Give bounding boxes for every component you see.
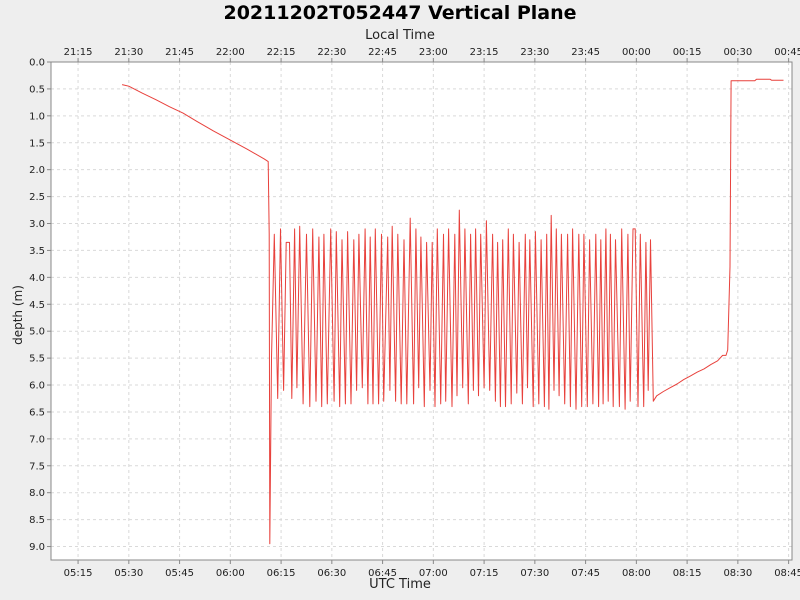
x-tick-label-utc: 06:30 bbox=[317, 568, 346, 579]
y-tick-label: 1.0 bbox=[29, 111, 45, 122]
y-tick-label: 7.5 bbox=[29, 461, 45, 472]
x-tick-label-local: 00:30 bbox=[723, 47, 752, 58]
x-tick-label-utc: 06:45 bbox=[368, 568, 397, 579]
x-tick-label-utc: 05:45 bbox=[165, 568, 194, 579]
y-tick-label: 6.5 bbox=[29, 407, 45, 418]
x-tick-label-local: 23:15 bbox=[470, 47, 499, 58]
y-tick-label: 0.0 bbox=[29, 58, 45, 69]
x-tick-label-utc: 08:45 bbox=[774, 568, 800, 579]
x-tick-label-utc: 08:30 bbox=[723, 568, 752, 579]
series-group bbox=[121, 78, 784, 545]
x-tick-label-utc: 07:15 bbox=[470, 568, 499, 579]
y-tick-label: 5.5 bbox=[29, 354, 45, 365]
x-tick-label-local: 00:45 bbox=[774, 47, 800, 58]
tick-group: 0.0 0.5 1.0 1.5 2.0 2.5 3.0 3.5 4.0 4.5 5.0 5.5 6.0 6… bbox=[29, 47, 800, 579]
plot-border bbox=[50, 61, 793, 561]
x-tick-label-local: 22:30 bbox=[317, 47, 346, 58]
depth-series-line bbox=[121, 78, 784, 545]
y-tick-label: 3.5 bbox=[29, 246, 45, 257]
x-tick-label-local: 23:30 bbox=[520, 47, 549, 58]
x-tick-label-local: 00:00 bbox=[622, 47, 651, 58]
y-tick-label: 5.0 bbox=[29, 327, 45, 338]
top-axis-label: Local Time bbox=[365, 28, 435, 43]
x-tick-label-utc: 05:30 bbox=[114, 568, 143, 579]
chart-title: 20211202T052447 Vertical Plane bbox=[223, 2, 577, 24]
y-tick-label: 6.0 bbox=[29, 381, 45, 392]
x-tick-label-local: 21:15 bbox=[64, 47, 93, 58]
x-tick-label-utc: 06:00 bbox=[216, 568, 245, 579]
y-tick-label: 7.0 bbox=[29, 434, 45, 445]
y-tick-label: 2.5 bbox=[29, 192, 45, 203]
x-tick-label-local: 21:30 bbox=[114, 47, 143, 58]
y-tick-label: 8.0 bbox=[29, 488, 45, 499]
x-tick-label-local: 22:00 bbox=[216, 47, 245, 58]
x-tick-label-utc: 07:45 bbox=[571, 568, 600, 579]
x-tick-label-local: 22:45 bbox=[368, 47, 397, 58]
y-tick-label: 4.0 bbox=[29, 273, 45, 284]
x-tick-label-local: 21:45 bbox=[165, 47, 194, 58]
x-tick-label-utc: 07:30 bbox=[520, 568, 549, 579]
x-tick-label-utc: 07:00 bbox=[419, 568, 448, 579]
x-tick-label-local: 23:00 bbox=[419, 47, 448, 58]
x-tick-label-local: 23:45 bbox=[571, 47, 600, 58]
y-tick-label: 8.5 bbox=[29, 515, 45, 526]
y-tick-label: 2.0 bbox=[29, 165, 45, 176]
y-tick-label: 0.5 bbox=[29, 84, 45, 95]
y-tick-label: 1.5 bbox=[29, 138, 45, 149]
y-tick-label: 3.0 bbox=[29, 219, 45, 230]
x-tick-label-utc: 08:15 bbox=[673, 568, 702, 579]
plot-area bbox=[51, 62, 792, 560]
x-tick-label-local: 22:15 bbox=[267, 47, 296, 58]
y-tick-label: 4.5 bbox=[29, 300, 45, 311]
x-tick-label-local: 00:15 bbox=[673, 47, 702, 58]
x-tick-label-utc: 08:00 bbox=[622, 568, 651, 579]
y-tick-label: 9.0 bbox=[29, 542, 45, 553]
x-tick-label-utc: 05:15 bbox=[64, 568, 93, 579]
x-tick-label-utc: 06:15 bbox=[267, 568, 296, 579]
bottom-axis-label: UTC Time bbox=[369, 577, 431, 592]
